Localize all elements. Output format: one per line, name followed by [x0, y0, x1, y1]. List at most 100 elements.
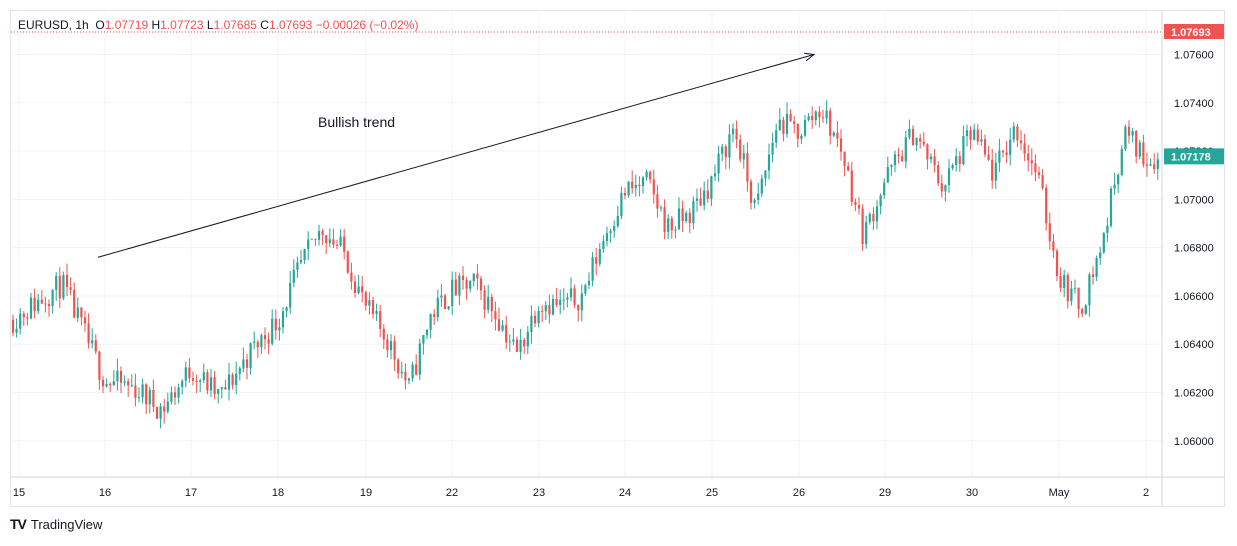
candle-body	[872, 214, 875, 222]
candle-body	[245, 359, 249, 368]
candle-body	[44, 303, 47, 305]
candle-body	[890, 165, 893, 167]
candle-body	[1120, 149, 1123, 175]
candle-body	[1016, 126, 1019, 141]
current-price-badge-text: 1.07178	[1171, 151, 1211, 163]
candle-body	[224, 387, 227, 390]
candle-body	[181, 380, 184, 388]
candle-body	[685, 212, 688, 222]
last-price-badge[interactable]	[1164, 24, 1224, 40]
candle-body	[753, 200, 756, 203]
candle-body	[51, 290, 54, 307]
candle-body	[778, 119, 781, 131]
x-tick-label: 26	[793, 487, 805, 499]
candle-body	[310, 238, 313, 240]
candle-body	[868, 214, 871, 223]
candle-body	[127, 381, 130, 386]
x-tick-label: 29	[879, 487, 891, 499]
candle-body	[40, 299, 43, 304]
legend-high-label: H	[151, 18, 161, 32]
candle-body	[1109, 188, 1113, 226]
candle-body	[436, 297, 439, 318]
legend-open-value: 1.07719	[104, 18, 149, 32]
candle-body	[1027, 153, 1030, 161]
y-tick-label: 1.06600	[1174, 291, 1214, 303]
candle-body	[461, 275, 465, 281]
candle-body	[573, 288, 576, 306]
candle-body	[343, 236, 346, 252]
candle-body	[137, 397, 141, 399]
candle-body	[1055, 250, 1059, 277]
candle-body	[911, 128, 915, 146]
candle-body	[404, 371, 407, 381]
candle-body	[1124, 126, 1127, 150]
candle-body	[731, 128, 735, 135]
candle-body	[173, 392, 177, 398]
candle-body	[674, 229, 677, 231]
candle-body	[620, 192, 623, 216]
candle-body	[713, 173, 717, 177]
candle-body	[821, 117, 825, 119]
candle-body	[163, 406, 166, 412]
candle-body	[609, 231, 612, 234]
legend-symbol[interactable]: EURUSD	[18, 18, 69, 32]
candle-body	[645, 171, 648, 178]
candle-body	[15, 328, 18, 333]
legend-interval[interactable]: 1h	[75, 18, 89, 32]
candle-body	[739, 139, 742, 160]
candle-body	[58, 275, 61, 299]
candle-body	[771, 142, 774, 155]
candle-body	[191, 378, 195, 381]
candle-body	[584, 285, 587, 294]
x-tick-label: 22	[446, 487, 458, 499]
candle-body	[710, 176, 713, 199]
candle-body	[1153, 164, 1156, 170]
candle-body	[55, 275, 58, 291]
candle-body	[695, 198, 699, 201]
candle-body	[375, 311, 378, 314]
candle-body	[29, 297, 33, 319]
candle-body	[839, 138, 843, 152]
candle-body	[875, 206, 879, 222]
candle-body	[400, 371, 403, 374]
candle-body	[926, 144, 929, 160]
candle-body	[656, 194, 659, 209]
candle-body	[339, 236, 342, 246]
x-tick-label: 25	[706, 487, 718, 499]
candle-body	[386, 339, 389, 351]
candle-body	[569, 288, 573, 298]
candle-body	[533, 315, 537, 324]
brand-name[interactable]: TradingView	[30, 516, 103, 532]
candle-body	[933, 156, 936, 166]
x-tick-label: 30	[966, 487, 978, 499]
candle-body	[847, 166, 850, 171]
candle-body	[764, 170, 767, 179]
tradingview-logo-icon[interactable]: TV	[10, 516, 27, 532]
candle-body	[263, 335, 267, 340]
candle-body	[389, 341, 393, 351]
candle-body	[843, 151, 846, 167]
candle-body	[746, 153, 749, 182]
current-price-badge[interactable]	[1164, 148, 1224, 165]
candle-body	[555, 299, 558, 305]
candle-body	[22, 313, 25, 318]
candle-body	[515, 339, 519, 352]
candle-body	[1149, 164, 1152, 166]
candle-body	[1131, 131, 1134, 136]
candle-body	[119, 370, 123, 383]
candle-body	[562, 299, 565, 301]
candle-body	[454, 279, 457, 296]
candle-body	[969, 130, 972, 140]
trend-line[interactable]	[97, 53, 815, 258]
candle-body	[976, 129, 979, 142]
candle-body	[577, 305, 580, 311]
candle-body	[908, 128, 911, 138]
legend-high-value: 1.07723	[160, 18, 204, 32]
legend-low-label: L	[206, 18, 214, 32]
candle-body	[91, 340, 94, 344]
candle-body	[937, 165, 940, 184]
candle-body	[116, 370, 119, 382]
candle-body	[170, 392, 173, 402]
candle-body	[616, 215, 619, 227]
